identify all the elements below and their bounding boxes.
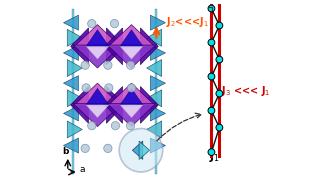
Polygon shape	[63, 45, 78, 60]
Polygon shape	[107, 45, 156, 68]
Polygon shape	[86, 46, 109, 59]
Text: b: b	[63, 147, 69, 156]
Text: J$_3$ <<< J$_1$: J$_3$ <<< J$_1$	[221, 84, 270, 98]
Text: a: a	[80, 165, 85, 174]
Circle shape	[127, 84, 136, 92]
Polygon shape	[150, 45, 165, 60]
Circle shape	[208, 73, 215, 80]
Circle shape	[111, 122, 120, 130]
Polygon shape	[150, 138, 165, 153]
Circle shape	[208, 107, 215, 114]
Circle shape	[126, 61, 135, 69]
Polygon shape	[73, 104, 122, 127]
Polygon shape	[73, 45, 122, 68]
Circle shape	[216, 22, 223, 29]
Polygon shape	[106, 28, 124, 65]
Circle shape	[216, 90, 223, 97]
Polygon shape	[67, 60, 82, 77]
Circle shape	[126, 122, 135, 130]
Polygon shape	[105, 28, 122, 65]
Polygon shape	[140, 87, 158, 123]
Polygon shape	[150, 15, 165, 30]
Circle shape	[216, 56, 223, 63]
Circle shape	[105, 84, 113, 92]
Polygon shape	[140, 28, 158, 65]
Polygon shape	[72, 9, 74, 174]
Polygon shape	[155, 9, 157, 174]
Polygon shape	[63, 15, 78, 30]
Circle shape	[216, 124, 223, 131]
Polygon shape	[139, 141, 149, 160]
Polygon shape	[86, 30, 109, 46]
Polygon shape	[120, 105, 143, 118]
Polygon shape	[63, 138, 78, 153]
Polygon shape	[67, 90, 82, 107]
Polygon shape	[67, 29, 82, 46]
Circle shape	[208, 149, 215, 156]
Circle shape	[208, 5, 215, 12]
Polygon shape	[150, 106, 165, 121]
Polygon shape	[107, 104, 156, 127]
Polygon shape	[107, 83, 156, 106]
Polygon shape	[150, 76, 165, 91]
Circle shape	[88, 122, 96, 130]
Polygon shape	[105, 87, 122, 123]
Circle shape	[88, 19, 96, 28]
Circle shape	[104, 144, 112, 153]
Polygon shape	[147, 90, 162, 107]
Polygon shape	[63, 76, 78, 91]
Text: J$_2$<<<J$_1$: J$_2$<<<J$_1$	[165, 15, 208, 29]
Polygon shape	[73, 83, 122, 106]
Polygon shape	[107, 25, 156, 48]
Polygon shape	[71, 87, 89, 123]
Ellipse shape	[119, 129, 163, 172]
Circle shape	[82, 84, 90, 92]
Circle shape	[81, 144, 89, 153]
Polygon shape	[86, 88, 109, 105]
Polygon shape	[120, 30, 143, 46]
Circle shape	[104, 61, 112, 69]
Polygon shape	[120, 88, 143, 105]
Polygon shape	[120, 46, 143, 59]
Polygon shape	[63, 106, 78, 121]
Polygon shape	[132, 141, 143, 160]
Polygon shape	[86, 105, 109, 118]
Polygon shape	[106, 87, 124, 123]
Polygon shape	[67, 121, 82, 138]
Polygon shape	[73, 25, 122, 48]
Polygon shape	[147, 121, 162, 138]
Text: J$_1$: J$_1$	[209, 150, 220, 164]
Polygon shape	[147, 29, 162, 46]
Polygon shape	[147, 60, 162, 77]
Polygon shape	[71, 28, 89, 65]
Circle shape	[81, 61, 89, 69]
Circle shape	[208, 39, 215, 46]
Circle shape	[110, 19, 119, 28]
